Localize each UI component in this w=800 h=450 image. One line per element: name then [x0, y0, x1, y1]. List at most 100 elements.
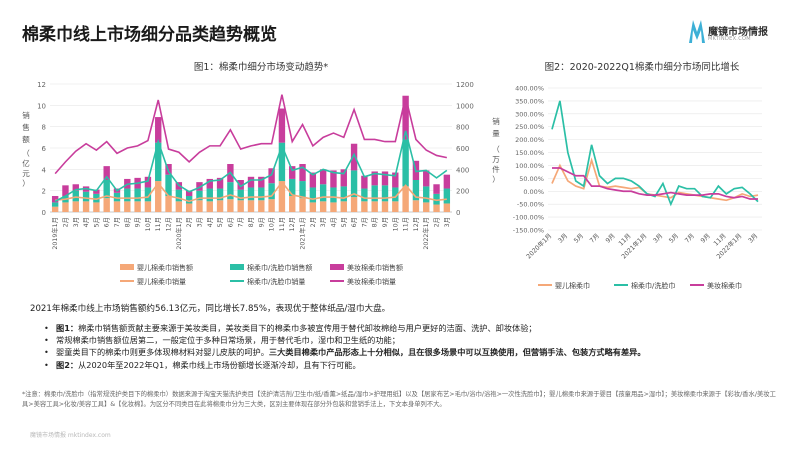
series-line: [552, 167, 758, 200]
x-tick-label: 4月: [329, 217, 337, 227]
bar-segment: [423, 170, 430, 187]
legend-swatch: [330, 264, 344, 270]
bar-segment: [124, 201, 131, 212]
bar-segment: [165, 174, 172, 196]
legend-label: 美妆棉柔巾销售额: [347, 263, 403, 272]
bar-segment: [268, 183, 275, 200]
x-tick-label: 9月: [699, 232, 712, 245]
bar-segment: [371, 201, 378, 212]
bar-segment: [82, 201, 90, 212]
bar-segment: [299, 181, 306, 199]
bar-segment: [402, 95, 409, 140]
y2-axis-label-char: （: [492, 145, 500, 154]
bar-segment: [433, 204, 440, 212]
x-tick-label: 8月: [123, 217, 131, 227]
y-tick-label: 300.00%: [515, 110, 544, 118]
bar-segment: [144, 201, 152, 212]
bar-segment: [309, 187, 317, 203]
x-tick-label: 5月: [92, 217, 100, 227]
bar-segment: [103, 198, 110, 212]
summary-text: 2021年棉柔巾线上市场销售额约56.13亿元，同比增长7.85%，表现优于整体…: [30, 304, 391, 314]
x-tick-label: 10月: [144, 217, 152, 231]
x-tick-label: 7月: [588, 232, 601, 245]
bar-segment: [381, 185, 389, 202]
bar-segment: [443, 203, 451, 212]
series-line: [551, 100, 759, 207]
y-axis-label-char: 额: [22, 134, 30, 144]
bar-segment: [299, 198, 306, 212]
bar-segment: [433, 193, 440, 205]
x-tick-label: 3月: [746, 232, 759, 245]
bar-segment: [381, 201, 389, 212]
x-tick-label: 5月: [667, 232, 680, 245]
bar-segment: [371, 171, 378, 186]
bar-segment: [134, 201, 141, 212]
bar-segment: [72, 190, 79, 202]
bar-segment: [340, 186, 347, 202]
bar-segment: [268, 168, 275, 184]
y-tick-label: 0.00%: [523, 188, 544, 196]
y2-tick-label: 400: [456, 166, 469, 174]
x-tick-label: 2月: [433, 217, 441, 227]
brand-url: MKTINDEX.COM: [708, 36, 751, 42]
x-tick-label: 6月: [103, 217, 111, 227]
bar-segment: [423, 186, 430, 203]
bar-segment: [51, 206, 59, 212]
x-tick-label: 5月: [340, 217, 348, 227]
bar-segment: [381, 171, 389, 186]
bar-segment: [155, 181, 162, 212]
bar-segment: [93, 202, 100, 212]
x-tick-label: 2月: [185, 217, 193, 227]
bar-segment: [258, 200, 265, 212]
bar-segment: [247, 176, 255, 188]
x-tick-label: 12月: [165, 217, 173, 231]
y-tick-label: 8: [42, 124, 46, 132]
y-tick-label: 350.00%: [515, 97, 544, 105]
bar-segment: [124, 188, 131, 202]
bar-segment: [196, 190, 203, 201]
bar-segment: [361, 201, 368, 212]
bar-segment: [206, 188, 213, 202]
bar-segment: [309, 202, 317, 212]
bar-segment: [412, 200, 420, 212]
bar-segment: [289, 196, 296, 212]
bar-segment: [350, 143, 358, 171]
bar-segment: [185, 196, 193, 204]
y-tick-label: -50.00%: [517, 201, 544, 209]
y-tick-label: 2: [42, 188, 46, 196]
x-tick-label: 3月: [72, 217, 80, 227]
bar-segment: [361, 175, 368, 189]
bar-segment: [330, 202, 337, 212]
x-tick-label: 12月: [288, 217, 296, 231]
bar-segment: [278, 142, 286, 182]
y2-tick-label: 1000: [456, 102, 474, 110]
bar-segment: [113, 201, 121, 212]
y-tick-label: 400.00%: [515, 85, 544, 93]
y-tick-label: 250.00%: [515, 123, 544, 131]
bar-segment: [423, 202, 430, 212]
y-tick-label: 0: [42, 209, 46, 217]
x-tick-label: 5月: [572, 232, 585, 245]
x-tick-label: 8月: [371, 217, 379, 227]
bar-segment: [72, 184, 79, 191]
bar-segment: [206, 201, 213, 212]
bullet-list: 图1：棉柔巾销售额贡献主要来源于美妆类目，美妆类目下的棉柔巾多被宣传用于替代卸妆…: [44, 322, 646, 371]
chart-1: 图1：棉柔巾细分市场变动趋势* 0 2 4 6 8 10 12 0 200 400 600 800 100…: [22, 61, 500, 286]
footnote: *注意：棉柔巾/洗脸巾（指常规洗护类目下的棉柔巾）数据来源于淘宝天猫洗护类目【洗…: [22, 391, 776, 408]
bullet-item: 婴童类目下的棉柔巾则更多体现棉材料对婴儿皮肤的呵护。三大类目棉柔巾产品形态上十分…: [44, 346, 646, 358]
x-tick-label: 2月: [309, 217, 317, 227]
x-tick-label: 12月: [412, 217, 420, 231]
y2-tick-label: 0: [456, 209, 460, 217]
legend-label: 美妆棉柔巾: [707, 281, 742, 290]
bar-segment: [175, 189, 183, 202]
bar-segment: [155, 142, 162, 182]
x-tick-label: 10月: [268, 217, 276, 231]
bar-segment: [278, 108, 286, 143]
x-tick-label: 7月: [360, 217, 368, 227]
x-tick-label: 3月: [443, 217, 451, 227]
bar-segment: [319, 184, 327, 202]
bar-segment: [319, 169, 327, 185]
legend-label: 棉柔巾/洗脸巾销售额: [247, 263, 312, 272]
bar-segment: [103, 180, 110, 199]
bullet-item: 常规棉柔巾销售额位居第二，一般定位于多种日常场景，用于替代毛巾，湿巾和卫生纸的功…: [44, 334, 646, 346]
